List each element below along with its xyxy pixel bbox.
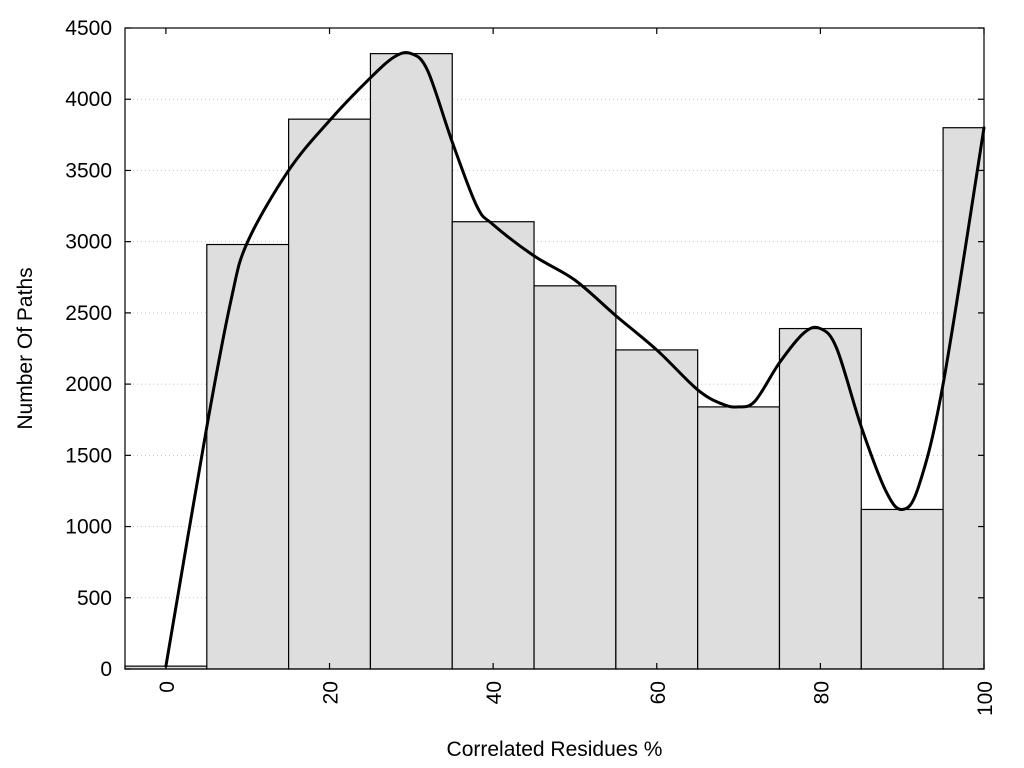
y-axis: 0 500 1000 1500 2000 2500 3000 3500 4000 4500	[65, 17, 984, 681]
trend-curve	[164, 50, 986, 668]
y-tick-label-1500: 1500	[65, 444, 112, 467]
bar-6	[615, 349, 699, 670]
y-tick-label-0: 0	[100, 658, 112, 681]
bar-9	[860, 508, 944, 670]
bar-10	[942, 127, 985, 670]
bar-1	[206, 243, 290, 670]
y-tick-label-4500: 4500	[65, 17, 112, 40]
y-tick-label-2000: 2000	[65, 373, 112, 396]
bars-layer	[124, 53, 985, 670]
y-tick-label-500: 500	[77, 587, 112, 610]
plot-frame	[124, 27, 985, 670]
bar-8	[778, 327, 862, 670]
x-tick-label-100: 100	[974, 681, 997, 716]
x-axis-label: Correlated Residues %	[447, 738, 663, 761]
y-tick-label-3000: 3000	[65, 231, 112, 254]
curve-layer	[164, 50, 986, 668]
bar-7	[697, 406, 781, 670]
bar-2	[288, 118, 372, 670]
y-tick-label-3500: 3500	[65, 159, 112, 182]
y-tick-label-1000: 1000	[65, 516, 112, 539]
y-tick-label-2500: 2500	[65, 302, 112, 325]
x-tick-label-20: 20	[320, 681, 343, 704]
x-tick-label-60: 60	[647, 681, 670, 704]
bar-4	[451, 221, 535, 670]
x-tick-label-0: 0	[156, 681, 179, 693]
x-tick-label-80: 80	[810, 681, 833, 704]
y-axis-label: Number Of Paths	[14, 267, 37, 429]
x-axis: 0 20 40 60 80 100	[156, 28, 997, 716]
bar-3	[369, 53, 453, 670]
x-tick-label-40: 40	[483, 681, 506, 704]
y-tick-label-4000: 4000	[65, 88, 112, 111]
bar-5	[533, 285, 617, 670]
